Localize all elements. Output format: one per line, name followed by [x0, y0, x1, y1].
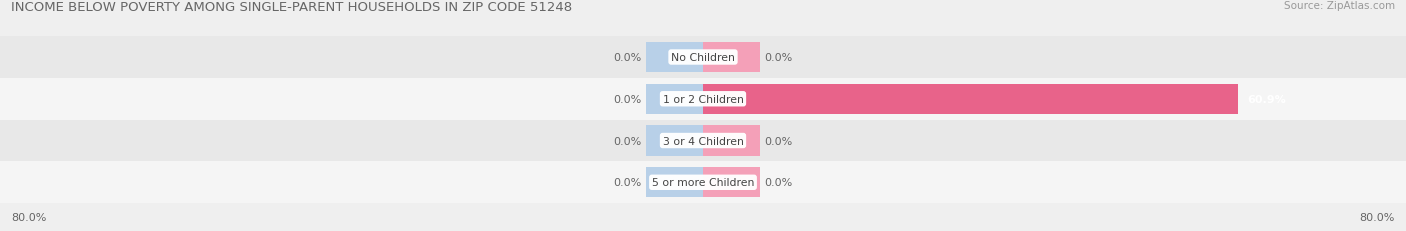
Bar [0, 79, 1406, 120]
Text: 60.9%: 60.9% [1247, 94, 1285, 104]
Text: 3 or 4 Children: 3 or 4 Children [662, 136, 744, 146]
Bar [645, 126, 703, 156]
Bar [645, 167, 703, 198]
Bar [703, 84, 1239, 114]
Text: Source: ZipAtlas.com: Source: ZipAtlas.com [1284, 1, 1395, 11]
Text: 0.0%: 0.0% [765, 177, 793, 188]
Text: 0.0%: 0.0% [765, 53, 793, 63]
Text: 80.0%: 80.0% [1360, 213, 1395, 222]
Text: 0.0%: 0.0% [613, 94, 641, 104]
Text: 0.0%: 0.0% [765, 136, 793, 146]
Bar [703, 126, 761, 156]
Bar [0, 37, 1406, 79]
Bar [0, 162, 1406, 203]
Text: 5 or more Children: 5 or more Children [652, 177, 754, 188]
Bar [703, 167, 761, 198]
Bar [645, 43, 703, 73]
Text: 0.0%: 0.0% [613, 53, 641, 63]
Text: 1 or 2 Children: 1 or 2 Children [662, 94, 744, 104]
Bar [703, 43, 761, 73]
Bar [645, 84, 703, 114]
Text: 80.0%: 80.0% [11, 213, 46, 222]
Text: 0.0%: 0.0% [613, 136, 641, 146]
Bar [0, 120, 1406, 162]
Text: INCOME BELOW POVERTY AMONG SINGLE-PARENT HOUSEHOLDS IN ZIP CODE 51248: INCOME BELOW POVERTY AMONG SINGLE-PARENT… [11, 1, 572, 14]
Text: No Children: No Children [671, 53, 735, 63]
Text: 0.0%: 0.0% [613, 177, 641, 188]
